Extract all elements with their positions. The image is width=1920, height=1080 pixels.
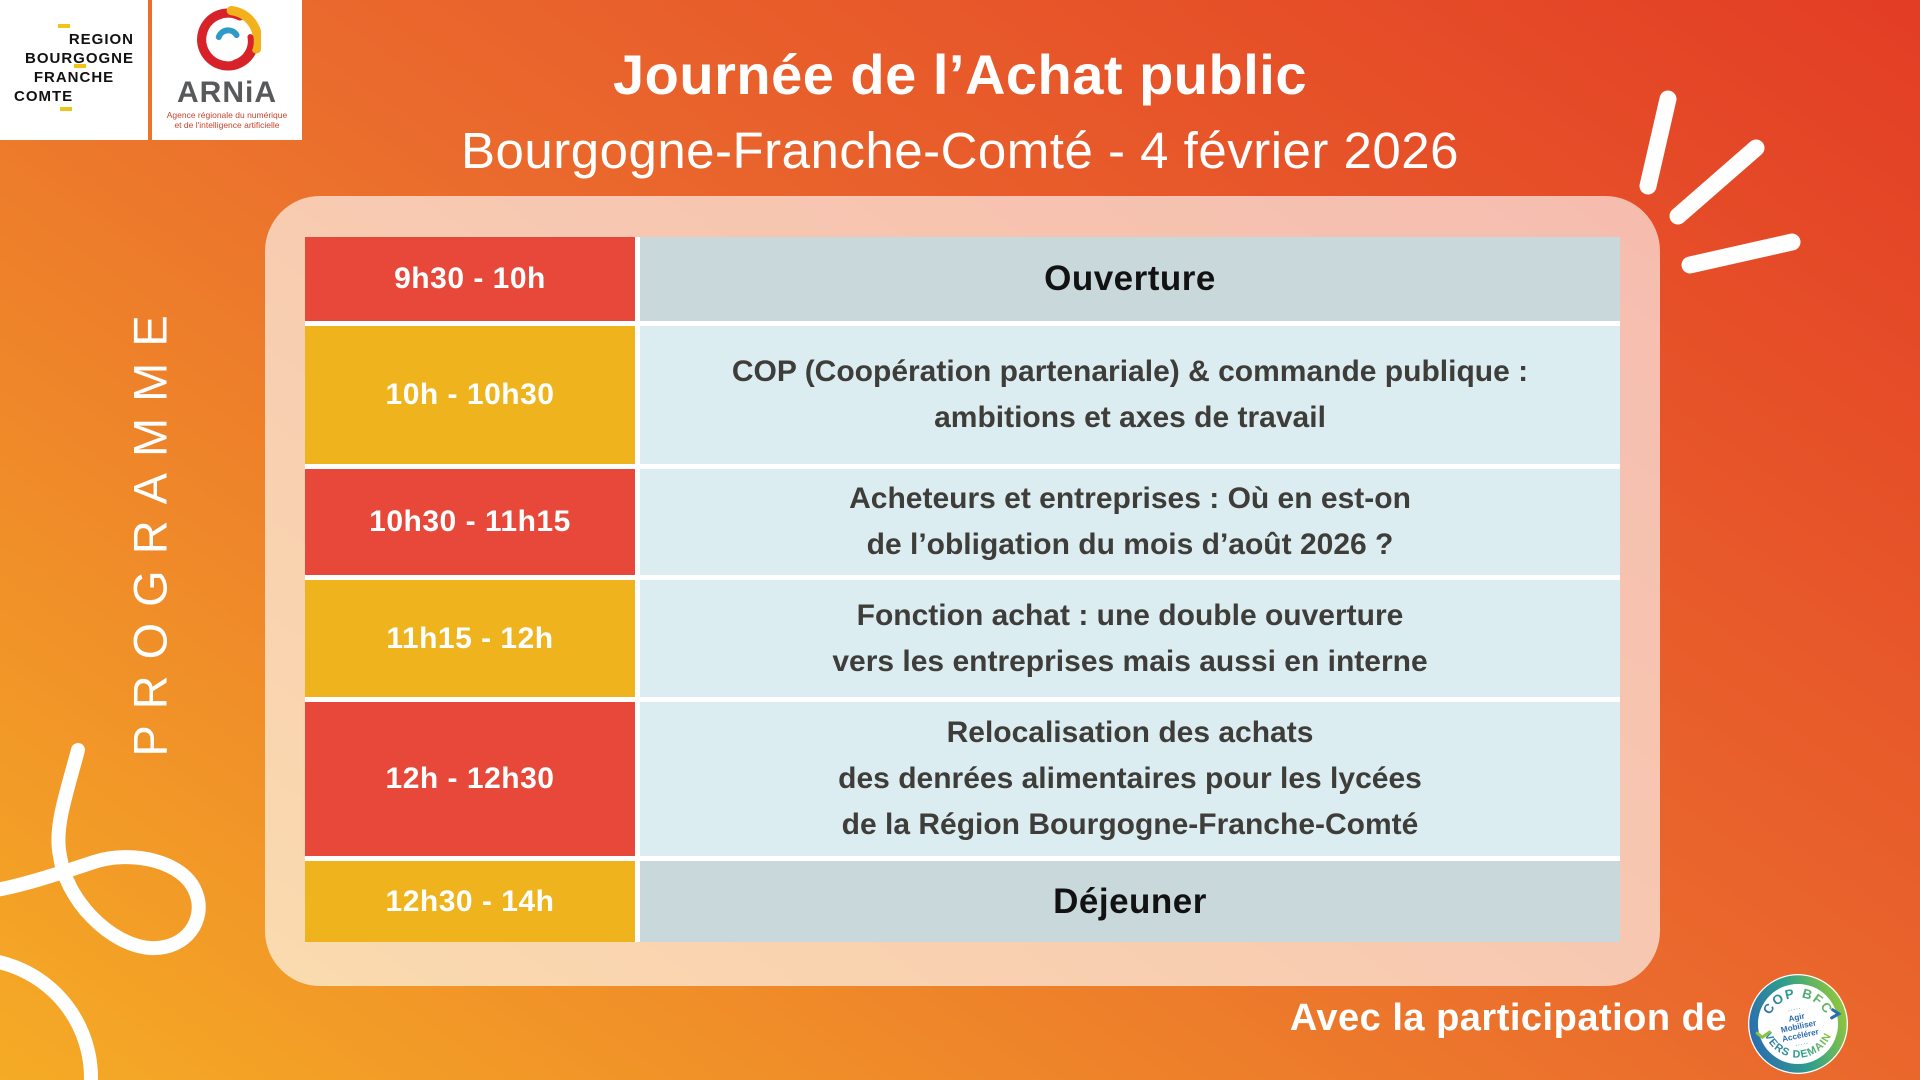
time-cell: 12h30 - 14h — [305, 861, 635, 942]
session-line: Ouverture — [1044, 259, 1216, 298]
table-row: 12h30 - 14h Déjeuner — [305, 861, 1620, 942]
region-logo-text: REGION BOURGOGNE FRANCHE COMTE — [14, 30, 134, 106]
flourish-circle-icon — [0, 955, 98, 1080]
table-row: 9h30 - 10h Ouverture — [305, 237, 1620, 321]
session-cell: Relocalisation des achats des denrées al… — [640, 702, 1620, 856]
spark-stroke-icon — [1669, 139, 1765, 225]
region-logo-line: REGION — [68, 31, 134, 48]
badge-dots: ····· — [1795, 1041, 1810, 1050]
accent-bar-icon — [58, 24, 70, 28]
spark-stroke-icon — [1639, 90, 1677, 195]
arnia-logo: ARNiA Agence régionale du numérique et d… — [152, 0, 302, 140]
session-line: Relocalisation des achats — [946, 716, 1314, 749]
time-cell: 10h - 10h30 — [305, 326, 635, 464]
header: Journée de l’Achat public Bourgogne-Fran… — [310, 42, 1610, 180]
arnia-tagline-line1: Agence régionale du numérique — [166, 110, 288, 120]
time-cell: 10h30 - 11h15 — [305, 469, 635, 575]
session-cell: Fonction achat : une double ouverture ve… — [640, 580, 1620, 697]
flourish-loop-icon — [0, 743, 206, 956]
programme-vertical-label: PROGRAMME — [123, 299, 177, 757]
time-cell: 11h15 - 12h — [305, 580, 635, 697]
arnia-wordmark: ARNiA — [177, 76, 277, 109]
badge-center-line: Agir — [1788, 1011, 1807, 1023]
participation-label: Avec la participation de — [1289, 997, 1727, 1039]
cop-bfc-badge: COP BFC VERS DEMAIN ····· Agir Mobiliser… — [1748, 974, 1848, 1074]
region-bfc-logo: REGION BOURGOGNE FRANCHE COMTE — [0, 0, 148, 140]
schedule-table: 9h30 - 10h Ouverture 10h - 10h30 COP (Co… — [305, 237, 1620, 942]
arnia-tagline: Agence régionale du numérique et de l'in… — [152, 110, 302, 130]
table-row: 10h30 - 11h15 Acheteurs et entreprises :… — [305, 469, 1620, 575]
page-subtitle: Bourgogne-Franche-Comté - 4 février 2026 — [461, 122, 1459, 179]
session-line: ambitions et axes de travail — [934, 401, 1326, 434]
session-line: Acheteurs et entreprises : Où en est-on — [849, 482, 1411, 515]
badge-chevron-icon — [1830, 1008, 1842, 1020]
table-row: 11h15 - 12h Fonction achat : une double … — [305, 580, 1620, 697]
session-cell: COP (Coopération partenariale) & command… — [640, 326, 1620, 464]
session-cell: Déjeuner — [640, 861, 1620, 942]
schedule-panel: 9h30 - 10h Ouverture 10h - 10h30 COP (Co… — [265, 196, 1660, 986]
session-line: Fonction achat : une double ouverture — [856, 598, 1404, 632]
session-cell: Ouverture — [640, 237, 1620, 321]
session-line: de l’obligation du mois d’août 2026 ? — [866, 528, 1394, 561]
table-row: 10h - 10h30 COP (Coopération partenarial… — [305, 326, 1620, 464]
region-logo-line: COMTE — [14, 88, 74, 105]
session-line: des denrées alimentaires pour les lycées — [838, 762, 1422, 795]
badge-dots: ····· — [1788, 1006, 1803, 1015]
session-line: de la Région Bourgogne-Franche-Comté — [841, 808, 1419, 841]
session-line: COP (Coopération partenariale) & command… — [731, 355, 1529, 388]
spark-stroke-icon — [1681, 233, 1801, 274]
session-line: Déjeuner — [1053, 881, 1207, 921]
time-cell: 9h30 - 10h — [305, 237, 635, 321]
page-title: Journée de l’Achat public — [613, 43, 1307, 106]
accent-bar-icon — [74, 64, 86, 68]
session-line: vers les entreprises mais aussi en inter… — [832, 644, 1428, 678]
time-cell: 12h - 12h30 — [305, 702, 635, 856]
session-cell: Acheteurs et entreprises : Où en est-on … — [640, 469, 1620, 575]
region-logo-line: BOURGOGNE — [24, 50, 134, 67]
region-logo-line: FRANCHE — [33, 69, 115, 86]
accent-bar-icon — [60, 107, 72, 111]
arnia-swirl-icon — [197, 6, 261, 71]
arnia-tagline-line2: et de l'intelligence artificielle — [174, 120, 280, 130]
table-row: 12h - 12h30 Relocalisation des achats de… — [305, 702, 1620, 856]
badge-check-icon — [1755, 1030, 1771, 1040]
